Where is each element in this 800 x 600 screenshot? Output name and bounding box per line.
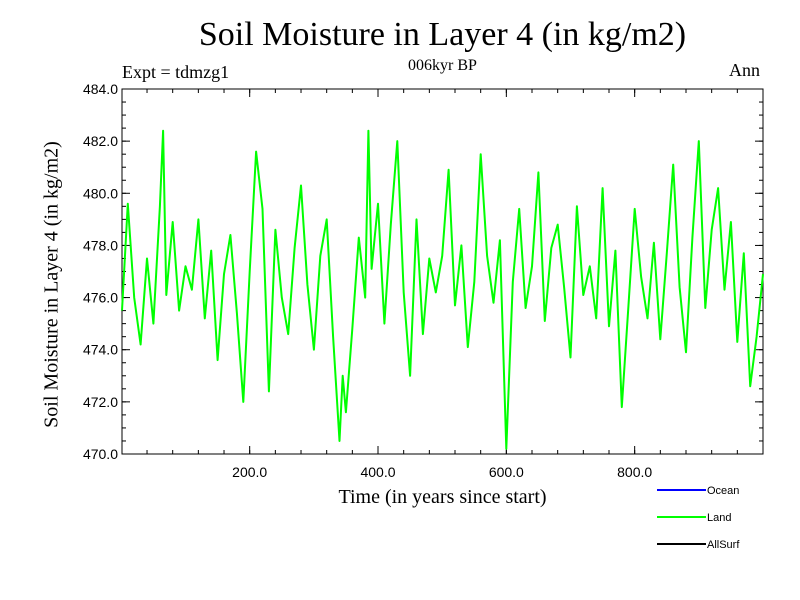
- y-tick-label: 482.0: [83, 133, 118, 149]
- season-label: Ann: [729, 60, 760, 80]
- chart-subtitle: 006kyr BP: [408, 57, 477, 74]
- experiment-label: Expt = tdmzg1: [122, 62, 230, 82]
- x-tick-label: 600.0: [489, 464, 524, 480]
- legend-label-ocean: Ocean: [707, 485, 739, 497]
- x-tick-label: 200.0: [232, 464, 267, 480]
- y-tick-label: 484.0: [83, 81, 118, 97]
- y-tick-label: 474.0: [83, 342, 118, 358]
- y-tick-label: 472.0: [83, 394, 118, 410]
- y-tick-label: 480.0: [83, 185, 118, 201]
- legend-label-allsurf: AllSurf: [707, 539, 740, 551]
- y-tick-label: 478.0: [83, 237, 118, 253]
- plot-frame: [121, 88, 764, 455]
- x-tick-label: 800.0: [617, 464, 652, 480]
- x-tick-label: 400.0: [360, 464, 395, 480]
- series-line-land: [121, 129, 764, 450]
- x-axis-label: Time (in years since start): [338, 486, 547, 508]
- y-tick-label: 476.0: [83, 290, 118, 306]
- legend-label-land: Land: [707, 512, 731, 524]
- chart-title: Soil Moisture in Layer 4 (in kg/m2): [198, 16, 687, 53]
- y-tick-label: 470.0: [83, 446, 118, 462]
